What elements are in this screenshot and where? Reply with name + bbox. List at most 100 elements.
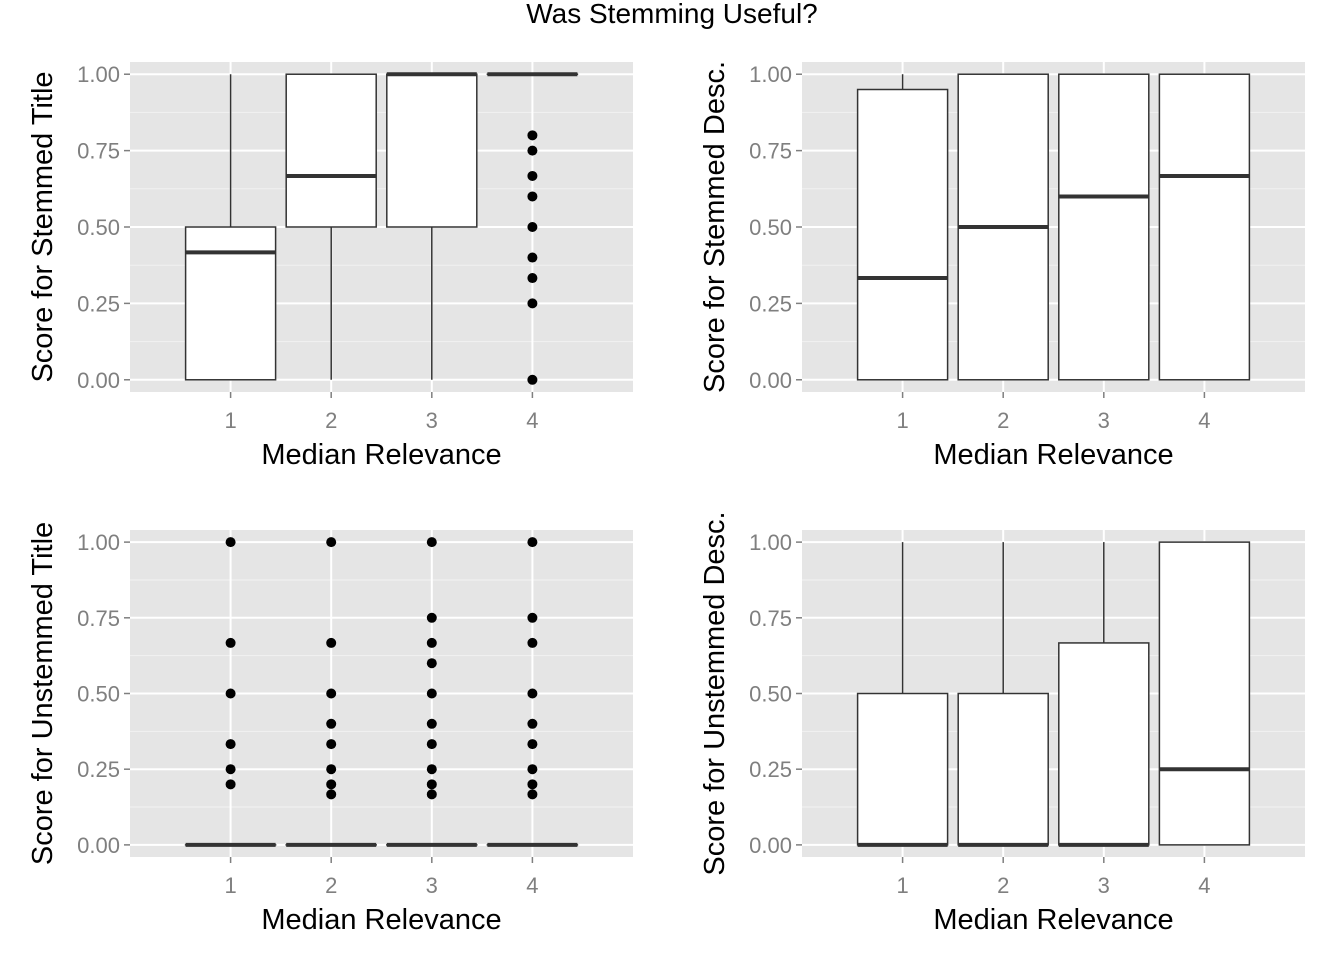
x-axis-title: Median Relevance <box>261 439 501 471</box>
x-axis-title: Median Relevance <box>261 904 501 936</box>
x-tick-label: 4 <box>526 408 538 433</box>
y-tick-label: 0.75 <box>77 606 120 631</box>
outlier-point <box>527 171 537 181</box>
outlier-point <box>326 689 336 699</box>
outlier-point <box>427 613 437 623</box>
x-tick-label: 4 <box>526 873 538 898</box>
y-tick-label: 0.25 <box>749 291 792 316</box>
outlier-point <box>527 273 537 283</box>
box-iqr <box>286 74 376 227</box>
outlier-point <box>527 719 537 729</box>
outlier-point <box>427 764 437 774</box>
outlier-point <box>427 638 437 648</box>
outlier-point <box>527 789 537 799</box>
y-axis-title: Score for Stemmed Title <box>27 71 59 382</box>
outlier-point <box>226 739 236 749</box>
outlier-point <box>226 638 236 648</box>
y-tick-label: 0.75 <box>749 139 792 164</box>
outlier-point <box>527 537 537 547</box>
x-tick-label: 1 <box>896 873 908 898</box>
outlier-point <box>427 658 437 668</box>
outlier-point <box>527 638 537 648</box>
y-tick-label: 1.00 <box>77 530 120 555</box>
outlier-point <box>326 739 336 749</box>
x-tick-label: 4 <box>1198 873 1210 898</box>
panel-3: 0.00 0.25 0.50 0.75 1.00 1 2 3 4 Median Relevance… <box>27 522 633 936</box>
y-tick-label: 1.00 <box>749 62 792 87</box>
outlier-point <box>527 298 537 308</box>
outlier-point <box>326 764 336 774</box>
figure-title: Was Stemming Useful? <box>0 0 1344 30</box>
box-iqr <box>958 694 1048 845</box>
box-iqr <box>858 90 948 380</box>
outlier-point <box>527 222 537 232</box>
outlier-point <box>527 613 537 623</box>
box-3 <box>1059 74 1149 380</box>
y-tick-label: 1.00 <box>77 62 120 87</box>
y-tick-label: 0.00 <box>77 833 120 858</box>
box-iqr <box>1059 643 1149 845</box>
box-4 <box>1159 74 1249 380</box>
outlier-point <box>527 191 537 201</box>
y-tick-label: 0.50 <box>77 682 120 707</box>
y-tick-label: 1.00 <box>749 530 792 555</box>
outlier-point <box>527 739 537 749</box>
outlier-point <box>427 689 437 699</box>
y-tick-label: 0.00 <box>749 368 792 393</box>
x-tick-label: 2 <box>325 408 337 433</box>
y-axis-title: Score for Unstemmed Desc. <box>699 511 731 875</box>
y-tick-label: 0.50 <box>749 215 792 240</box>
x-axis-title: Median Relevance <box>933 439 1173 471</box>
y-tick-label: 0.00 <box>77 368 120 393</box>
outlier-point <box>527 130 537 140</box>
x-tick-label: 1 <box>896 408 908 433</box>
outlier-point <box>226 764 236 774</box>
x-tick-label: 4 <box>1198 408 1210 433</box>
y-tick-label: 0.75 <box>749 606 792 631</box>
x-tick-label: 1 <box>224 408 236 433</box>
box-iqr <box>186 227 276 380</box>
x-tick-label: 2 <box>997 873 1009 898</box>
outlier-point <box>427 537 437 547</box>
y-tick-label: 0.25 <box>77 291 120 316</box>
outlier-point <box>226 779 236 789</box>
y-tick-label: 0.00 <box>749 833 792 858</box>
outlier-point <box>527 764 537 774</box>
y-axis-title: Score for Unstemmed Title <box>27 522 59 865</box>
y-axis-title: Score for Stemmed Desc. <box>699 61 731 393</box>
box-iqr <box>858 694 948 845</box>
outlier-point <box>326 789 336 799</box>
box-iqr <box>1059 74 1149 380</box>
x-tick-label: 2 <box>325 873 337 898</box>
x-tick-label: 3 <box>426 873 438 898</box>
box-iqr <box>1159 542 1249 845</box>
outlier-point <box>326 779 336 789</box>
box-iqr <box>387 74 477 227</box>
y-tick-label: 0.25 <box>749 757 792 782</box>
x-tick-label: 3 <box>426 408 438 433</box>
outlier-point <box>427 719 437 729</box>
outlier-point <box>527 689 537 699</box>
outlier-point <box>326 719 336 729</box>
x-tick-label: 1 <box>224 873 236 898</box>
outlier-point <box>326 638 336 648</box>
outlier-point <box>427 789 437 799</box>
outlier-point <box>427 779 437 789</box>
y-tick-label: 0.50 <box>77 215 120 240</box>
outlier-point <box>226 537 236 547</box>
outlier-point <box>226 689 236 699</box>
x-tick-label: 3 <box>1098 873 1110 898</box>
outlier-point <box>527 253 537 263</box>
x-tick-label: 3 <box>1098 408 1110 433</box>
y-tick-label: 0.25 <box>77 757 120 782</box>
box-2 <box>958 74 1048 380</box>
box-iqr <box>1159 74 1249 380</box>
outlier-point <box>527 375 537 385</box>
outlier-point <box>427 739 437 749</box>
box-1 <box>858 74 948 380</box>
